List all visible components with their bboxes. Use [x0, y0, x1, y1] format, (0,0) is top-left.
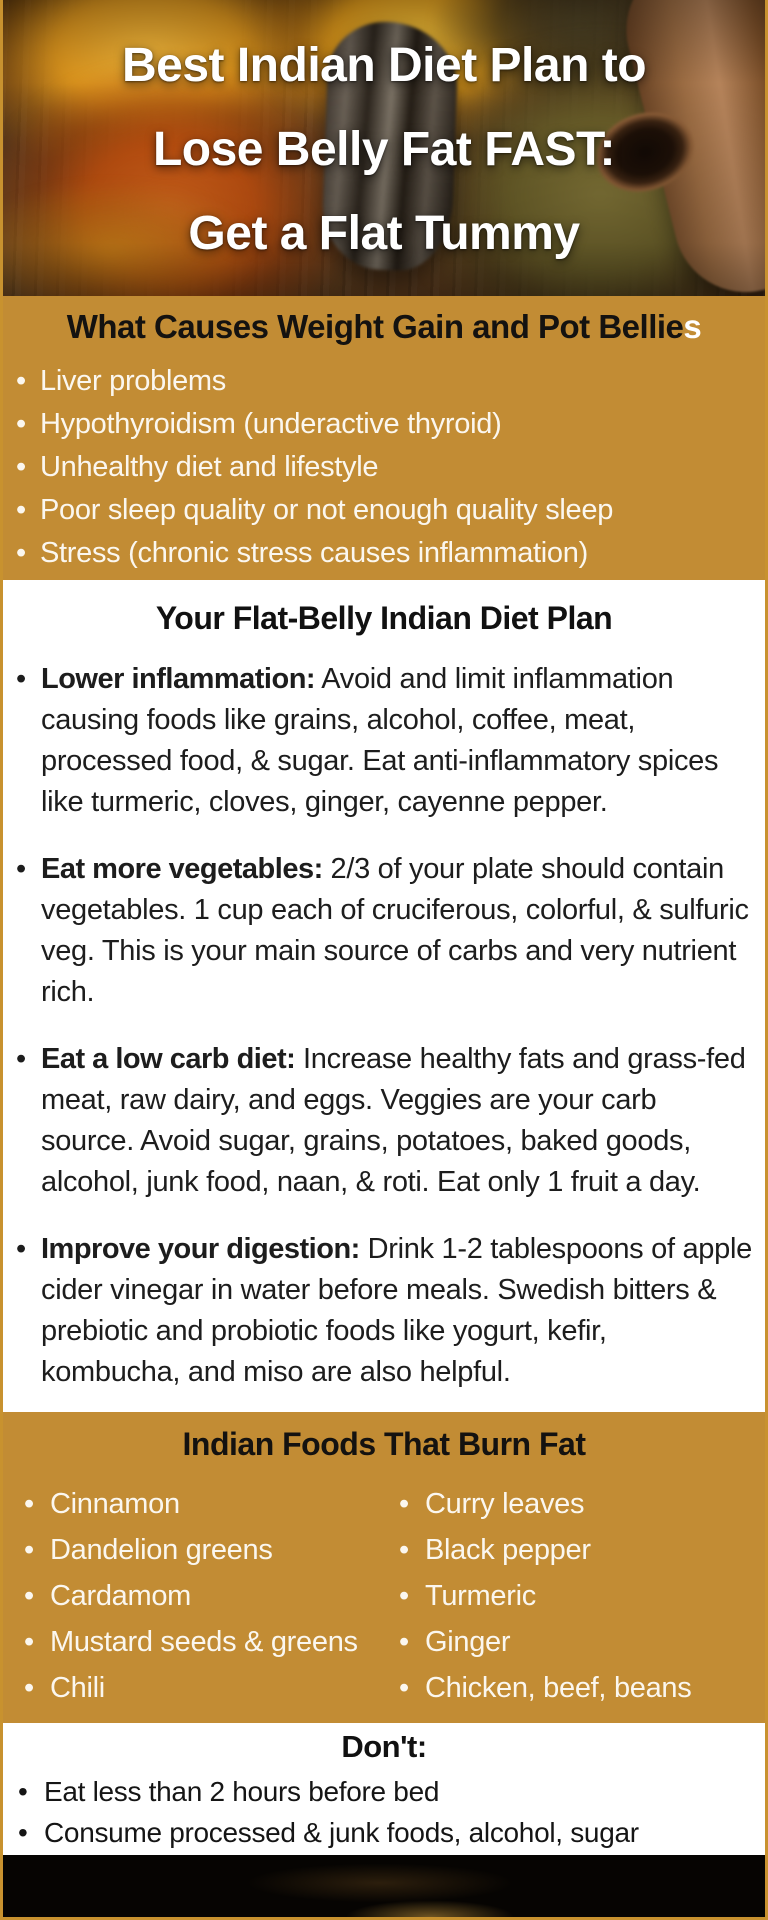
list-item: Chicken, beef, beans	[395, 1665, 748, 1711]
causes-list: Liver problems Hypothyroidism (underacti…	[16, 360, 752, 575]
list-item: Eat a low carb diet: Increase healthy fa…	[16, 1039, 752, 1203]
item-text: 2/3 of your plate should contain vegetab…	[41, 853, 749, 1008]
causes-heading-main: What Causes Weight Gain and Pot Bellie	[66, 308, 684, 345]
list-item: Poor sleep quality or not enough quality…	[16, 489, 752, 532]
causes-heading: What Causes Weight Gain and Pot Bellies	[16, 308, 752, 346]
list-item: Dandelion greens	[20, 1527, 395, 1573]
burn-fat-left-column: Cinnamon Dandelion greens Cardamom Musta…	[20, 1481, 395, 1711]
list-item: Improve your digestion: Drink 1-2 tables…	[16, 1229, 752, 1393]
item-lead: Eat a low carb diet:	[41, 1043, 296, 1075]
causes-heading-suffix: s	[683, 308, 702, 345]
footer-strip	[0, 1855, 768, 1920]
title-line-1: Best Indian Diet Plan to	[121, 39, 647, 92]
list-item: Turmeric	[395, 1573, 748, 1619]
item-lead: Lower inflammation:	[41, 663, 316, 695]
list-item: Hypothyroidism (underactive thyroid)	[16, 403, 752, 446]
item-text: Increase healthy fats and grass-fed meat…	[41, 1043, 746, 1198]
item-text: Drink 1-2 tablespoons of apple cider vin…	[41, 1233, 752, 1388]
list-item: Eat less than 2 hours before bed	[18, 1771, 750, 1812]
item-lead: Eat more vegetables:	[41, 853, 323, 885]
list-item: Mustard seeds & greens	[20, 1619, 395, 1665]
list-item: Lower inflammation: Avoid and limit infl…	[16, 659, 752, 823]
diet-plan-heading: Your Flat-Belly Indian Diet Plan	[155, 600, 613, 636]
list-item: Stress (chronic stress causes inflammati…	[16, 532, 752, 575]
list-item: Chili	[20, 1665, 395, 1711]
item-lead: Improve your digestion:	[41, 1233, 360, 1265]
list-item: Black pepper	[395, 1527, 748, 1573]
list-item: Curry leaves	[395, 1481, 748, 1527]
burn-fat-right-column: Curry leaves Black pepper Turmeric Ginge…	[395, 1481, 748, 1711]
dont-heading: Don't:	[341, 1729, 427, 1764]
burn-fat-heading: Indian Foods That Burn Fat	[182, 1426, 586, 1462]
title-line-3: Get a Flat Tummy	[188, 207, 580, 260]
diet-plan-section: Your Flat-Belly Indian Diet Plan Lower i…	[0, 580, 768, 1412]
diet-plan-list: Lower inflammation: Avoid and limit infl…	[16, 659, 752, 1393]
page-title: Best Indian Diet Plan to Lose Belly Fat …	[0, 0, 768, 296]
title-line-2: Lose Belly Fat FAST:	[152, 123, 616, 176]
item-text: Avoid and limit inflammation causing foo…	[41, 663, 719, 818]
causes-section: What Causes Weight Gain and Pot Bellies …	[0, 296, 768, 580]
list-item: Ginger	[395, 1619, 748, 1665]
list-item: Liver problems	[16, 360, 752, 403]
list-item: Eat more vegetables: 2/3 of your plate s…	[16, 849, 752, 1013]
list-item: Cardamom	[20, 1573, 395, 1619]
dont-section: Don't: Eat less than 2 hours before bed …	[0, 1723, 768, 1855]
list-item: Consume processed & junk foods, alcohol,…	[18, 1812, 750, 1853]
header-hero: Best Indian Diet Plan to Lose Belly Fat …	[0, 0, 768, 296]
dont-list: Eat less than 2 hours before bed Consume…	[18, 1771, 750, 1853]
burn-fat-columns: Cinnamon Dandelion greens Cardamom Musta…	[20, 1481, 748, 1711]
list-item: Cinnamon	[20, 1481, 395, 1527]
list-item: Unhealthy diet and lifestyle	[16, 446, 752, 489]
hero-vignette	[0, 0, 768, 296]
burn-fat-section: Indian Foods That Burn Fat Cinnamon Dand…	[0, 1412, 768, 1723]
